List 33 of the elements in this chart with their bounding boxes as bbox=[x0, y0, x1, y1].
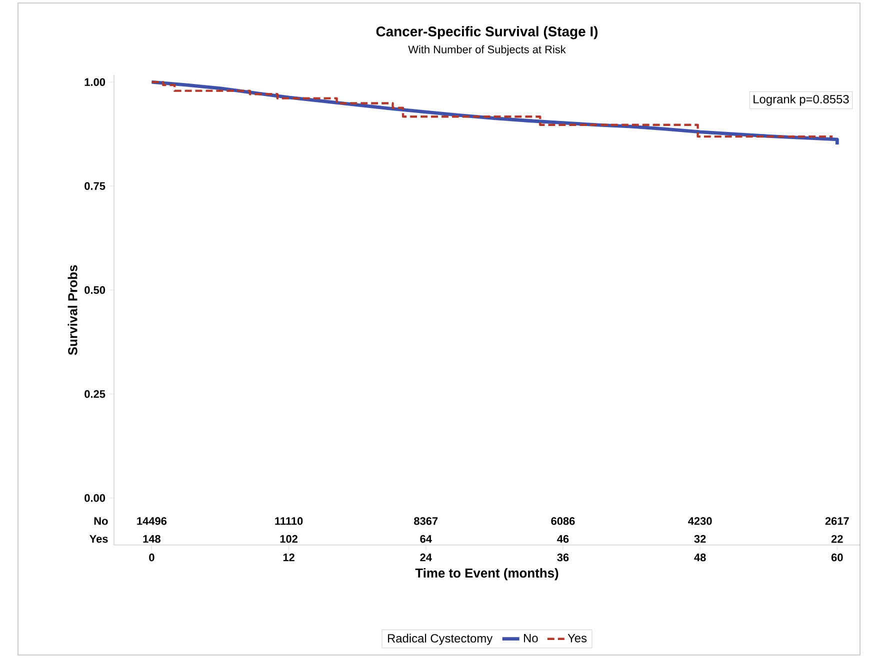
annotation: 46 bbox=[557, 535, 569, 543]
y-axis-title: Survival Probs bbox=[68, 265, 78, 355]
x-tick-label: 60 bbox=[831, 554, 843, 562]
annotation: 148 bbox=[143, 535, 160, 543]
y-tick-label: 0.25 bbox=[84, 390, 106, 398]
x-tick-label: 0 bbox=[149, 554, 154, 562]
legend-label: No bbox=[524, 634, 538, 642]
annotation: 2617 bbox=[825, 517, 849, 525]
annotation: 11110 bbox=[275, 517, 303, 525]
text: Yes bbox=[90, 535, 108, 543]
annotation: 8367 bbox=[414, 517, 438, 525]
annotation: 64 bbox=[420, 535, 432, 543]
chart-subtitle: With Number of Subjects at Risk bbox=[408, 45, 566, 56]
x-axis-title: Time to Event (months) bbox=[415, 568, 558, 580]
annotation: 4230 bbox=[688, 517, 712, 525]
annotation: 22 bbox=[831, 535, 843, 543]
legend-title: Radical Cystectomy bbox=[388, 634, 493, 645]
annotation: 32 bbox=[694, 535, 706, 543]
annotation: 102 bbox=[280, 535, 298, 543]
annotation: 14496 bbox=[137, 517, 167, 525]
annotation: 6086 bbox=[551, 517, 575, 525]
y-tick-label: 0.50 bbox=[84, 286, 106, 294]
legend-label: Yes bbox=[568, 634, 587, 642]
x-tick-label: 24 bbox=[420, 554, 432, 562]
x-tick-label: 48 bbox=[694, 554, 706, 562]
x-tick-label: 12 bbox=[283, 554, 294, 562]
chart-title: Cancer-Specific Survival (Stage I) bbox=[376, 26, 598, 40]
y-tick-label: 0.75 bbox=[84, 182, 106, 190]
text: No bbox=[94, 517, 108, 525]
y-tick-label: 1.00 bbox=[84, 78, 106, 86]
x-tick-label: 36 bbox=[557, 554, 569, 562]
annotation: Logrank p=0.8553 bbox=[754, 94, 849, 106]
y-tick-label: 0.00 bbox=[84, 494, 106, 502]
